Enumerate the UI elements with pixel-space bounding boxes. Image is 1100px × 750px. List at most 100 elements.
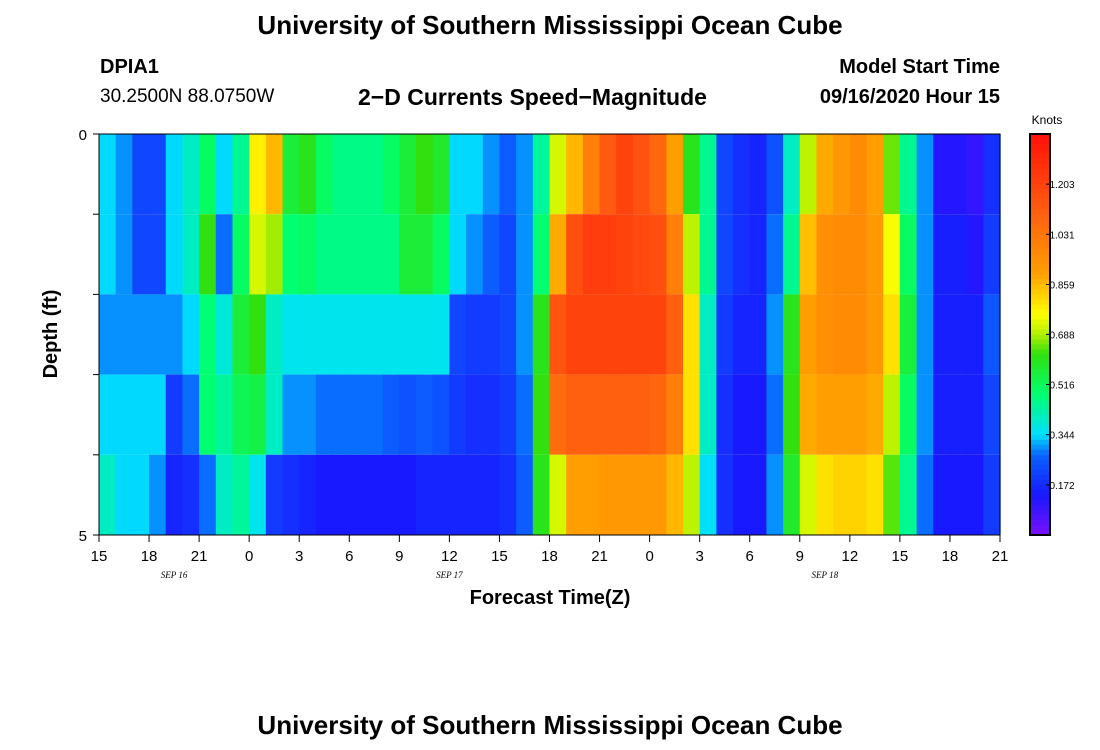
heatmap-cell	[249, 134, 267, 215]
heatmap-cell	[449, 294, 467, 375]
x-tick-label: 18	[141, 548, 158, 565]
heatmap-cell	[883, 374, 901, 455]
heatmap-cell	[649, 454, 667, 535]
colorbar-segment	[1030, 389, 1050, 396]
heatmap-cell	[716, 374, 734, 455]
colorbar-segment	[1030, 224, 1050, 230]
heatmap-cell	[416, 214, 434, 295]
heatmap-cell	[783, 294, 801, 375]
heatmap-cell	[766, 214, 784, 295]
heatmap-cell	[682, 454, 701, 535]
heatmap-cell	[199, 134, 217, 215]
heatmap-cell	[149, 214, 167, 295]
colorbar-segment	[1030, 179, 1050, 185]
colorbar-segment	[1030, 279, 1050, 285]
heatmap-cell	[966, 214, 984, 295]
colorbar-tick-label: 0.859	[1049, 280, 1074, 291]
heatmap-cell	[132, 214, 150, 295]
heatmap-cell	[282, 214, 300, 295]
station-location: 30.2500N 88.0750W	[100, 86, 275, 107]
heatmap-cell	[899, 134, 918, 215]
heatmap-cell	[983, 454, 1001, 535]
heatmap-cell	[649, 294, 667, 375]
x-tick-label: 15	[491, 548, 508, 565]
heatmap-cell	[699, 374, 717, 455]
heatmap-cell	[332, 214, 350, 295]
heatmap-cell	[349, 374, 367, 455]
x-tick-label: 21	[591, 548, 608, 565]
colorbar-segment	[1030, 139, 1050, 145]
heatmap-cell	[733, 134, 751, 215]
heatmap-cell	[199, 374, 217, 455]
heatmap-cell	[282, 134, 300, 215]
heatmap-cell	[199, 214, 217, 295]
colorbar-segment	[1030, 384, 1050, 391]
colorbar-segment	[1030, 169, 1050, 175]
heatmap-cell	[749, 214, 768, 295]
colorbar-segment	[1030, 304, 1050, 311]
heatmap-cell	[783, 134, 801, 215]
heatmap-cell	[582, 454, 601, 535]
heatmap-cell	[482, 454, 501, 535]
heatmap-cell	[716, 134, 734, 215]
heatmap-cell	[265, 294, 284, 375]
heatmap-cell	[416, 374, 434, 455]
heatmap-cell	[549, 374, 567, 455]
heatmap-cell	[899, 294, 918, 375]
heatmap-cell	[899, 374, 918, 455]
heatmap-cell	[933, 454, 951, 535]
x-tick-label: 0	[245, 548, 253, 565]
heatmap-cell	[149, 134, 167, 215]
heatmap-cell	[532, 454, 551, 535]
heatmap-cell	[215, 374, 234, 455]
heatmap-cell	[265, 214, 284, 295]
colorbar-segment	[1030, 244, 1050, 250]
heatmap-cell	[315, 454, 334, 535]
colorbar-segment	[1030, 264, 1050, 270]
heatmap-cell	[315, 374, 334, 455]
heatmap-cell	[833, 134, 851, 215]
colorbar-segment	[1030, 364, 1050, 371]
page-title: University of Southern Mississippi Ocean…	[257, 10, 843, 40]
heatmap-cell	[766, 374, 784, 455]
heatmap-cell	[149, 294, 167, 375]
heatmap-cell	[866, 214, 884, 295]
colorbar-segment	[1030, 499, 1050, 506]
heatmap-cell	[666, 134, 684, 215]
heatmap-cell	[149, 454, 167, 535]
heatmap-cell	[766, 294, 784, 375]
colorbar-segment	[1030, 154, 1050, 160]
heatmap-cell	[532, 214, 551, 295]
x-axis-label: Forecast Time(Z)	[470, 587, 631, 609]
heatmap-cell	[165, 454, 184, 535]
colorbar-segment	[1030, 369, 1050, 376]
colorbar-segment	[1030, 344, 1050, 351]
heatmap-cell	[849, 294, 868, 375]
colorbar-segment	[1030, 219, 1050, 225]
colorbar-segment	[1030, 299, 1050, 306]
x-tick-label: 6	[345, 548, 353, 565]
colorbar-tick-label: 1.031	[1049, 230, 1074, 241]
colorbar-segment	[1030, 174, 1050, 180]
heatmap-cell	[382, 454, 400, 535]
heatmap-cell	[449, 134, 467, 215]
heatmap-cell	[499, 214, 517, 295]
footer-title: University of Southern Mississippi Ocean…	[257, 710, 843, 740]
heatmap-cell	[582, 134, 601, 215]
heatmap-cell	[783, 454, 801, 535]
colorbar-segment	[1030, 214, 1050, 220]
heatmap-cell	[916, 214, 934, 295]
colorbar-segment	[1030, 209, 1050, 215]
heatmap-cell	[582, 374, 601, 455]
heatmap-cell	[966, 134, 984, 215]
heatmap-cell	[249, 374, 267, 455]
heatmap-cell	[349, 134, 367, 215]
heatmap-cell	[299, 374, 317, 455]
heatmap-cell	[232, 294, 250, 375]
heatmap-cell	[699, 454, 717, 535]
colorbar-segment	[1030, 229, 1050, 235]
colorbar-segment	[1030, 394, 1050, 401]
heatmap-cell	[199, 454, 217, 535]
heatmap-cell	[315, 134, 334, 215]
heatmap-cell	[716, 214, 734, 295]
